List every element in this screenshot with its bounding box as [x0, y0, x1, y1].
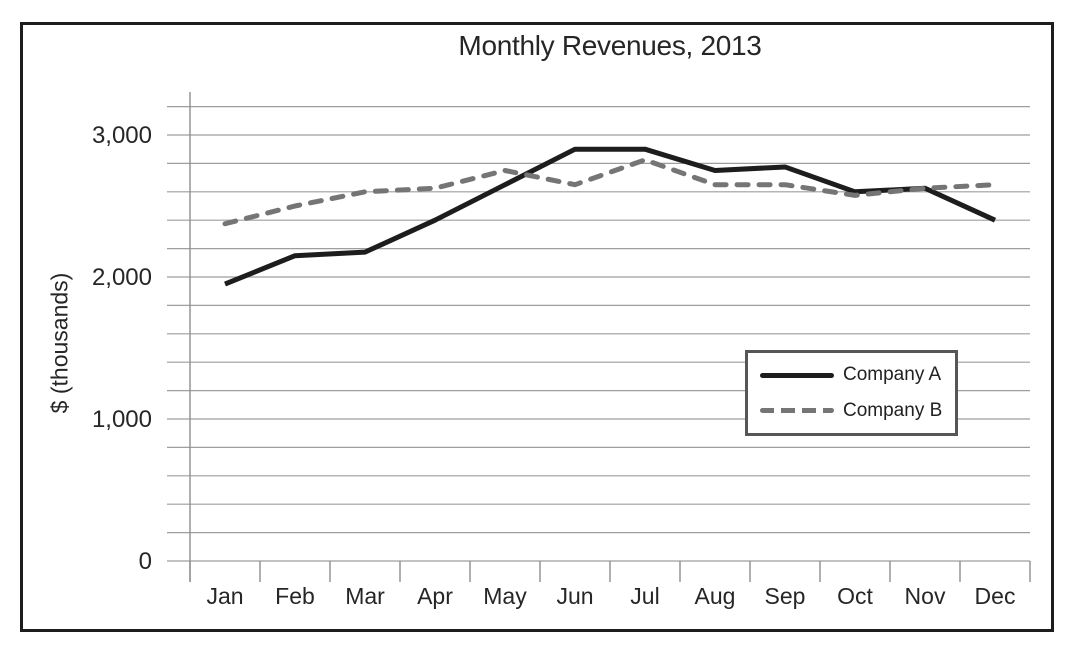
x-tick-label: Jul — [630, 583, 659, 609]
company-b-dashed-line-swatch — [760, 408, 834, 414]
x-tick-label: Apr — [417, 583, 453, 609]
x-axis-month-labels: Jan Feb Mar Apr May Jun Jul Aug Sep Oct Nov Dec — [206, 583, 1015, 609]
x-tick-label: Mar — [345, 583, 385, 609]
y-axis-tick-labels: 0 1,000 2,000 3,000 — [92, 122, 152, 575]
axes — [189, 92, 1031, 582]
chart-title: Monthly Revenues, 2013 — [458, 30, 762, 61]
legend-label-company-b: Company B — [843, 399, 943, 421]
legend-item-company-a: Company A — [760, 362, 955, 388]
legend-item-company-b: Company B — [760, 398, 955, 424]
company-a-solid-line-swatch — [760, 372, 834, 378]
x-tick-label: Dec — [975, 583, 1016, 609]
legend: Company A Company B — [745, 350, 958, 436]
x-tick-label: May — [483, 583, 527, 609]
x-tick-label: Jan — [206, 583, 243, 609]
x-tick-label: Oct — [837, 583, 873, 609]
x-tick-label: Aug — [695, 583, 736, 609]
x-tick-label: Feb — [275, 583, 315, 609]
chart-frame — [20, 22, 1054, 632]
legend-label-company-a: Company A — [843, 364, 942, 386]
x-tick-label: Nov — [905, 583, 946, 609]
company-a-line — [224, 146, 997, 287]
y-tick-label: 3,000 — [92, 122, 152, 149]
y-tick-label: 1,000 — [92, 406, 152, 433]
series-lines — [222, 146, 998, 287]
x-tick-label: Sep — [765, 583, 806, 609]
x-tick-label: Jun — [556, 583, 593, 609]
company-b-line — [222, 157, 998, 227]
y-tick-label: 2,000 — [92, 264, 152, 291]
gridlines — [167, 105, 1030, 562]
y-tick-label: 0 — [139, 548, 152, 575]
